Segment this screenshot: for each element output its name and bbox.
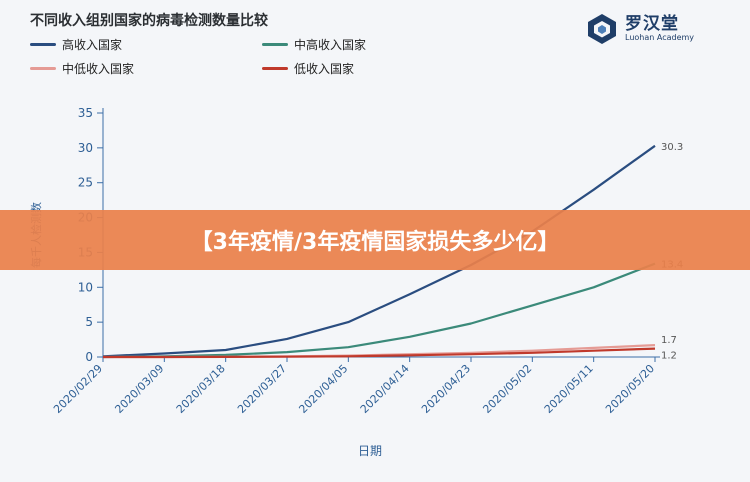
series-line-1 [102, 262, 656, 359]
legend-label-low: 低收入国家 [294, 62, 355, 76]
series-end-label-3: 1.2 [661, 351, 677, 362]
legend-item-upper-middle: 中高收入国家 [262, 36, 366, 53]
series-end-label-2: 1.7 [661, 335, 677, 346]
legend-label-high: 高收入国家 [62, 38, 123, 52]
x-axis-label: 日期 [358, 444, 382, 458]
logo-subtitle: Luohan Academy [625, 32, 695, 42]
y-tick-label: 35 [78, 106, 93, 120]
chart-title: 不同收入组别国家的病毒检测数量比较 [30, 13, 268, 29]
legend-swatch-upper-middle [262, 43, 288, 46]
x-tick-label: 2020/02/29 [51, 362, 105, 416]
legend-swatch-low [262, 67, 288, 70]
series-end-label-0: 30.3 [661, 142, 683, 153]
logo-cube-icon [588, 14, 616, 44]
x-tick-label: 2020/05/20 [603, 362, 657, 416]
legend-item-lower-middle: 中低收入国家 [30, 60, 134, 77]
x-tick-label: 2020/05/02 [480, 362, 534, 416]
legend-swatch-lower-middle [30, 67, 56, 70]
y-tick-label: 30 [78, 141, 93, 155]
legend-swatch-high [30, 43, 56, 46]
y-tick-label: 0 [85, 350, 93, 364]
y-tick-label: 10 [78, 280, 93, 294]
x-tick-label: 2020/03/27 [235, 362, 289, 416]
x-tick-label: 2020/04/05 [296, 362, 350, 416]
x-tick-label: 2020/04/23 [419, 362, 473, 416]
x-tick-label: 2020/05/11 [542, 362, 596, 416]
legend-label-upper-middle: 中高收入国家 [294, 38, 367, 52]
x-tick-label: 2020/03/18 [174, 362, 228, 416]
logo-name: 罗汉堂 [625, 14, 679, 35]
legend-item-high: 高收入国家 [30, 36, 122, 53]
title-banner: 【3年疫情/3年疫情国家损失多少亿】 [0, 210, 750, 270]
series-line-3 [103, 347, 656, 359]
x-tick-label: 2020/03/09 [112, 362, 166, 416]
x-tick-label: 2020/04/14 [358, 362, 412, 416]
y-tick-label: 5 [85, 315, 93, 329]
legend-item-low: 低收入国家 [262, 60, 354, 77]
y-tick-label: 25 [78, 176, 93, 190]
legend-label-lower-middle: 中低收入国家 [62, 62, 135, 76]
banner-text: 【3年疫情/3年疫情国家损失多少亿】 [190, 230, 560, 255]
logo: 罗汉堂 Luohan Academy [585, 12, 694, 46]
